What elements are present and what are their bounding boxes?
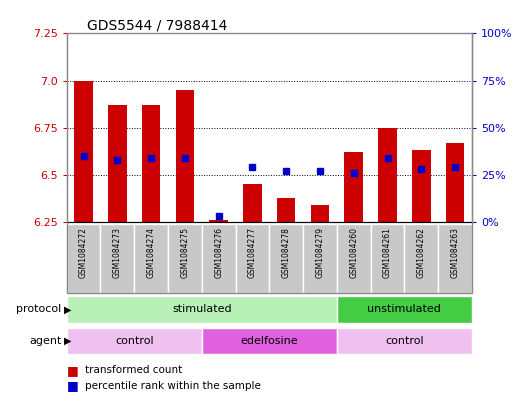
Text: GSM1084260: GSM1084260 <box>349 228 358 279</box>
Bar <box>209 220 228 222</box>
Text: ▶: ▶ <box>64 336 72 346</box>
Bar <box>378 128 397 222</box>
Bar <box>134 224 168 293</box>
Text: protocol: protocol <box>16 305 62 314</box>
Text: edelfosine: edelfosine <box>241 336 298 346</box>
Text: agent: agent <box>29 336 62 346</box>
Bar <box>269 224 303 293</box>
Text: stimulated: stimulated <box>172 305 231 314</box>
Text: GSM1084272: GSM1084272 <box>79 228 88 278</box>
Bar <box>337 224 370 293</box>
Bar <box>235 224 269 293</box>
Bar <box>243 184 262 222</box>
Text: GSM1084276: GSM1084276 <box>214 228 223 279</box>
Text: GSM1084277: GSM1084277 <box>248 228 257 279</box>
Text: GSM1084262: GSM1084262 <box>417 228 426 278</box>
Bar <box>168 224 202 293</box>
Bar <box>303 224 337 293</box>
Bar <box>370 224 404 293</box>
Bar <box>74 81 93 222</box>
Bar <box>446 143 464 222</box>
Bar <box>337 296 472 323</box>
Bar <box>108 105 127 222</box>
Text: ▶: ▶ <box>64 305 72 314</box>
Text: GSM1084273: GSM1084273 <box>113 228 122 279</box>
Text: percentile rank within the sample: percentile rank within the sample <box>85 381 261 391</box>
Bar <box>142 105 161 222</box>
Bar <box>101 224 134 293</box>
Bar <box>67 296 337 323</box>
Bar <box>175 90 194 222</box>
Text: GSM1084275: GSM1084275 <box>181 228 189 279</box>
Bar <box>404 224 438 293</box>
Text: ■: ■ <box>67 364 78 377</box>
Bar <box>344 152 363 222</box>
Text: control: control <box>115 336 153 346</box>
Bar <box>202 224 235 293</box>
Text: control: control <box>385 336 424 346</box>
Text: GSM1084278: GSM1084278 <box>282 228 291 278</box>
Bar <box>438 224 472 293</box>
Bar <box>67 328 202 354</box>
Text: GSM1084261: GSM1084261 <box>383 228 392 278</box>
Bar <box>202 328 337 354</box>
Text: GSM1084274: GSM1084274 <box>147 228 155 279</box>
Bar <box>311 205 329 222</box>
Text: GSM1084263: GSM1084263 <box>450 228 460 279</box>
Text: GDS5544 / 7988414: GDS5544 / 7988414 <box>87 18 227 32</box>
Text: GSM1084279: GSM1084279 <box>315 228 325 279</box>
Text: transformed count: transformed count <box>85 365 182 375</box>
Bar <box>412 151 430 222</box>
Bar <box>337 328 472 354</box>
Text: unstimulated: unstimulated <box>367 305 441 314</box>
Bar <box>277 198 295 222</box>
Bar <box>67 224 101 293</box>
Text: ■: ■ <box>67 379 78 393</box>
